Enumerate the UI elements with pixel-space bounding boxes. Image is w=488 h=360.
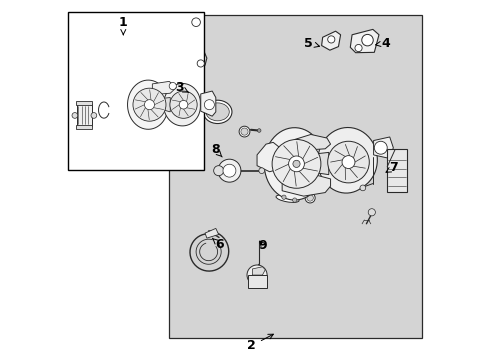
Text: 4: 4 <box>375 36 390 50</box>
Bar <box>68 12 204 170</box>
Circle shape <box>246 265 266 285</box>
Text: 7: 7 <box>385 161 397 174</box>
Circle shape <box>292 160 300 167</box>
Circle shape <box>354 44 362 51</box>
Circle shape <box>281 195 285 199</box>
Circle shape <box>327 141 368 183</box>
Ellipse shape <box>305 193 314 203</box>
Text: 1: 1 <box>119 16 127 35</box>
Polygon shape <box>163 84 200 126</box>
Circle shape <box>367 209 375 216</box>
Bar <box>76 125 92 129</box>
Circle shape <box>169 91 197 118</box>
Circle shape <box>191 18 200 27</box>
Ellipse shape <box>306 195 313 201</box>
Polygon shape <box>152 81 176 95</box>
Ellipse shape <box>203 100 231 123</box>
Circle shape <box>169 82 176 90</box>
Circle shape <box>144 100 154 110</box>
Circle shape <box>218 159 241 182</box>
Polygon shape <box>257 142 278 172</box>
Circle shape <box>271 139 320 188</box>
Text: 6: 6 <box>212 238 223 251</box>
Text: 3: 3 <box>175 81 188 94</box>
Polygon shape <box>264 128 323 200</box>
Circle shape <box>341 156 354 168</box>
Circle shape <box>288 156 304 172</box>
Circle shape <box>133 88 165 121</box>
Bar <box>76 101 92 105</box>
Polygon shape <box>204 228 218 238</box>
Circle shape <box>213 166 223 176</box>
Polygon shape <box>127 80 167 129</box>
Circle shape <box>197 60 204 67</box>
Text: 5: 5 <box>304 36 319 50</box>
Ellipse shape <box>276 195 299 202</box>
Polygon shape <box>321 31 340 50</box>
Circle shape <box>359 185 365 191</box>
Bar <box>77 104 92 126</box>
Circle shape <box>373 141 386 154</box>
Ellipse shape <box>241 128 247 135</box>
Polygon shape <box>294 134 330 150</box>
Polygon shape <box>201 91 215 116</box>
Polygon shape <box>163 98 170 112</box>
Circle shape <box>257 129 261 132</box>
Polygon shape <box>316 152 328 175</box>
Ellipse shape <box>239 126 249 137</box>
Circle shape <box>179 100 187 109</box>
Polygon shape <box>252 267 265 275</box>
Text: 9: 9 <box>258 239 267 252</box>
Circle shape <box>292 198 296 202</box>
Polygon shape <box>386 149 406 192</box>
Text: 8: 8 <box>210 143 222 157</box>
Circle shape <box>258 168 264 174</box>
Polygon shape <box>349 30 378 53</box>
Polygon shape <box>187 18 206 66</box>
Polygon shape <box>247 275 266 288</box>
Ellipse shape <box>205 103 229 121</box>
Circle shape <box>91 113 97 118</box>
Circle shape <box>327 36 334 43</box>
Circle shape <box>223 164 235 177</box>
Circle shape <box>361 35 372 46</box>
Circle shape <box>72 113 78 118</box>
Polygon shape <box>317 127 377 193</box>
Text: 2: 2 <box>247 334 273 352</box>
Circle shape <box>204 100 214 110</box>
Polygon shape <box>373 137 392 158</box>
Polygon shape <box>169 15 421 338</box>
Polygon shape <box>282 175 330 196</box>
